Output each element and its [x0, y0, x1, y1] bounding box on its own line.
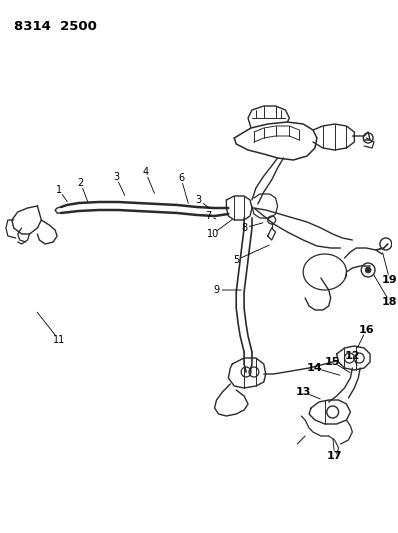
- Text: 14: 14: [307, 363, 323, 373]
- Text: 4: 4: [142, 167, 149, 177]
- Text: 2: 2: [78, 178, 84, 188]
- Text: 15: 15: [325, 357, 340, 367]
- Text: 16: 16: [358, 325, 374, 335]
- Text: 3: 3: [196, 195, 202, 205]
- Text: 10: 10: [207, 229, 219, 239]
- Text: 19: 19: [382, 275, 398, 285]
- Text: 1: 1: [56, 185, 62, 195]
- Circle shape: [365, 267, 371, 273]
- Text: 5: 5: [233, 255, 239, 265]
- Text: 11: 11: [53, 335, 65, 345]
- Text: 17: 17: [327, 451, 342, 461]
- Text: 8314  2500: 8314 2500: [14, 20, 97, 33]
- Text: 13: 13: [295, 387, 311, 397]
- Text: 9: 9: [213, 285, 220, 295]
- Text: 6: 6: [178, 173, 184, 183]
- Text: 8: 8: [241, 223, 247, 233]
- Text: 3: 3: [113, 172, 119, 182]
- Text: 12: 12: [345, 351, 360, 361]
- Text: 18: 18: [382, 297, 398, 307]
- Text: 7: 7: [205, 211, 212, 221]
